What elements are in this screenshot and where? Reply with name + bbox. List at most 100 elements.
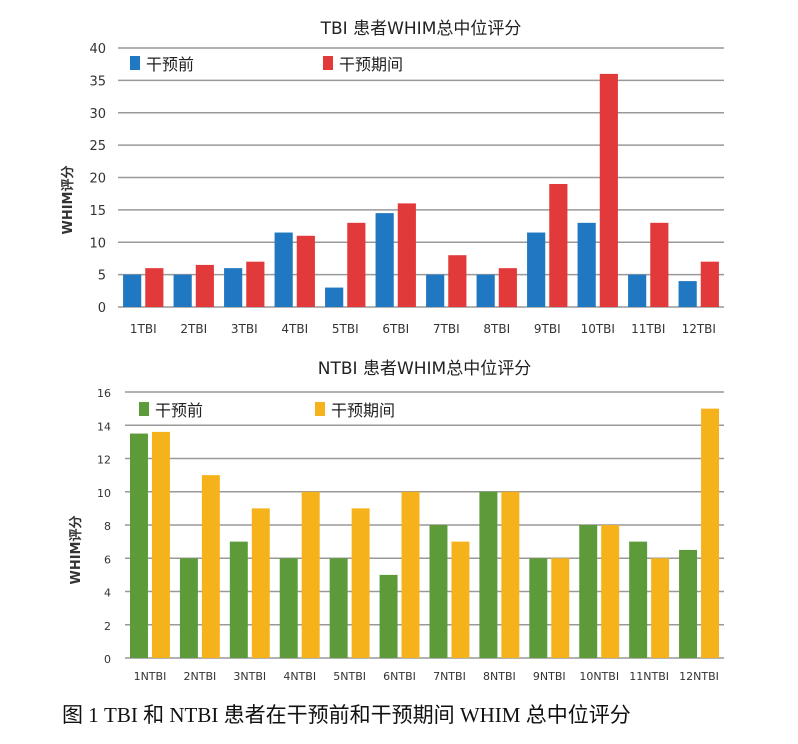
x-tick-label: 7NTBI [433,670,466,683]
bar-during [549,183,568,307]
x-tick-label: 9NTBI [533,670,566,683]
legend-swatch [323,56,333,70]
bar-during [501,491,520,658]
y-tick-label: 10 [89,236,106,251]
bar-during [551,558,570,658]
legend-label: 干预前 [155,401,203,420]
bar-before [527,232,546,307]
bar-before [229,541,248,658]
y-tick-label: 0 [98,301,106,316]
x-tick-label: 7TBI [433,322,460,336]
bar-before [429,525,448,658]
bar-before [629,541,648,658]
bar-during [347,222,366,307]
y-tick-label: 25 [89,139,106,154]
bar-during [145,268,164,307]
bar-before [375,213,394,307]
y-tick-label: 4 [104,587,111,600]
x-tick-label: 11NTBI [629,670,669,683]
y-tick-label: 8 [104,520,111,533]
bar-during [650,222,669,307]
bar-during [397,203,416,307]
y-tick-label: 5 [98,269,106,284]
legend-label: 干预前 [146,55,194,74]
x-tick-label: 12TBI [682,322,716,336]
bar-during [301,491,320,658]
bar-during [701,408,720,658]
bar-during [151,431,170,658]
y-tick-label: 10 [97,487,111,500]
bar-before [224,268,243,307]
x-tick-label: 3NTBI [233,670,266,683]
bar-before [479,491,498,658]
y-tick-label: 14 [97,420,111,433]
bar-during [601,525,620,658]
bar-before [678,281,697,307]
bar-during [246,261,265,307]
bar-during [451,541,470,658]
bar-during [296,235,315,307]
x-tick-label: 6TBI [382,322,409,336]
y-tick-label: 35 [89,74,106,89]
x-tick-label: 5TBI [332,322,359,336]
x-tick-label: 11TBI [631,322,665,336]
bar-before [679,549,698,658]
bar-during [651,558,670,658]
y-tick-label: 12 [97,454,111,467]
chart-1: TBI 患者WHIM总中位评分 WHIM评分 0 5 10 15 20 25 30 35 40 1TB… [60,19,724,336]
x-tick-label: 10TBI [581,322,615,336]
y-tick-label: 20 [89,172,106,187]
bar-during [351,508,370,658]
chart-title: NTBI 患者WHIM总中位评分 [318,359,531,379]
bar-before [577,222,596,307]
x-tick-label: 2TBI [180,322,207,336]
bar-during [251,508,270,658]
x-tick-label: 1NTBI [134,670,167,683]
legend-label: 干预期间 [331,401,395,420]
x-tick-label: 8NTBI [483,670,516,683]
bar-during [448,255,467,307]
bar-before [329,558,348,658]
bar-during [401,491,420,658]
x-tick-label: 1TBI [130,322,157,336]
bar-before [123,274,142,307]
chart-2: NTBI 患者WHIM总中位评分 WHIM评分 0 2 4 6 8 10 12 14 16 1NTBI… [68,359,724,683]
bar-before [129,433,148,658]
bar-before [426,274,445,307]
x-tick-label: 2NTBI [184,670,217,683]
bar-before [274,232,293,307]
figure-caption: 图 1 TBI 和 NTBI 患者在干预前和干预期间 WHIM 总中位评分 [62,703,631,727]
y-tick-label: 0 [104,653,111,666]
x-tick-label: 5NTBI [333,670,366,683]
bar-before [173,274,192,307]
y-tick-label: 30 [89,107,106,122]
bar-before [379,574,398,658]
x-tick-label: 10NTBI [579,670,619,683]
bar-during [195,264,214,307]
x-tick-label: 4NTBI [283,670,316,683]
x-tick-label: 12NTBI [679,670,719,683]
y-tick-label: 16 [97,387,111,400]
legend-label: 干预期间 [339,55,403,74]
y-axis-label: WHIM评分 [68,516,84,585]
x-tick-label: 4TBI [281,322,308,336]
legend-swatch [139,402,149,416]
bar-during [498,268,517,307]
bar-during [700,261,719,307]
legend-swatch [130,56,140,70]
bar-before [476,274,495,307]
bar-before [179,558,198,658]
y-tick-label: 6 [104,553,111,566]
bar-before [279,558,298,658]
chart-title: TBI 患者WHIM总中位评分 [320,19,522,39]
y-axis-label: WHIM评分 [60,166,76,235]
y-tick-label: 2 [104,620,111,633]
y-tick-label: 15 [89,204,106,219]
bar-before [628,274,647,307]
x-tick-label: 9TBI [534,322,561,336]
bar-before [529,558,548,658]
legend-swatch [315,402,325,416]
bar-before [325,287,344,307]
bar-during [599,73,618,308]
